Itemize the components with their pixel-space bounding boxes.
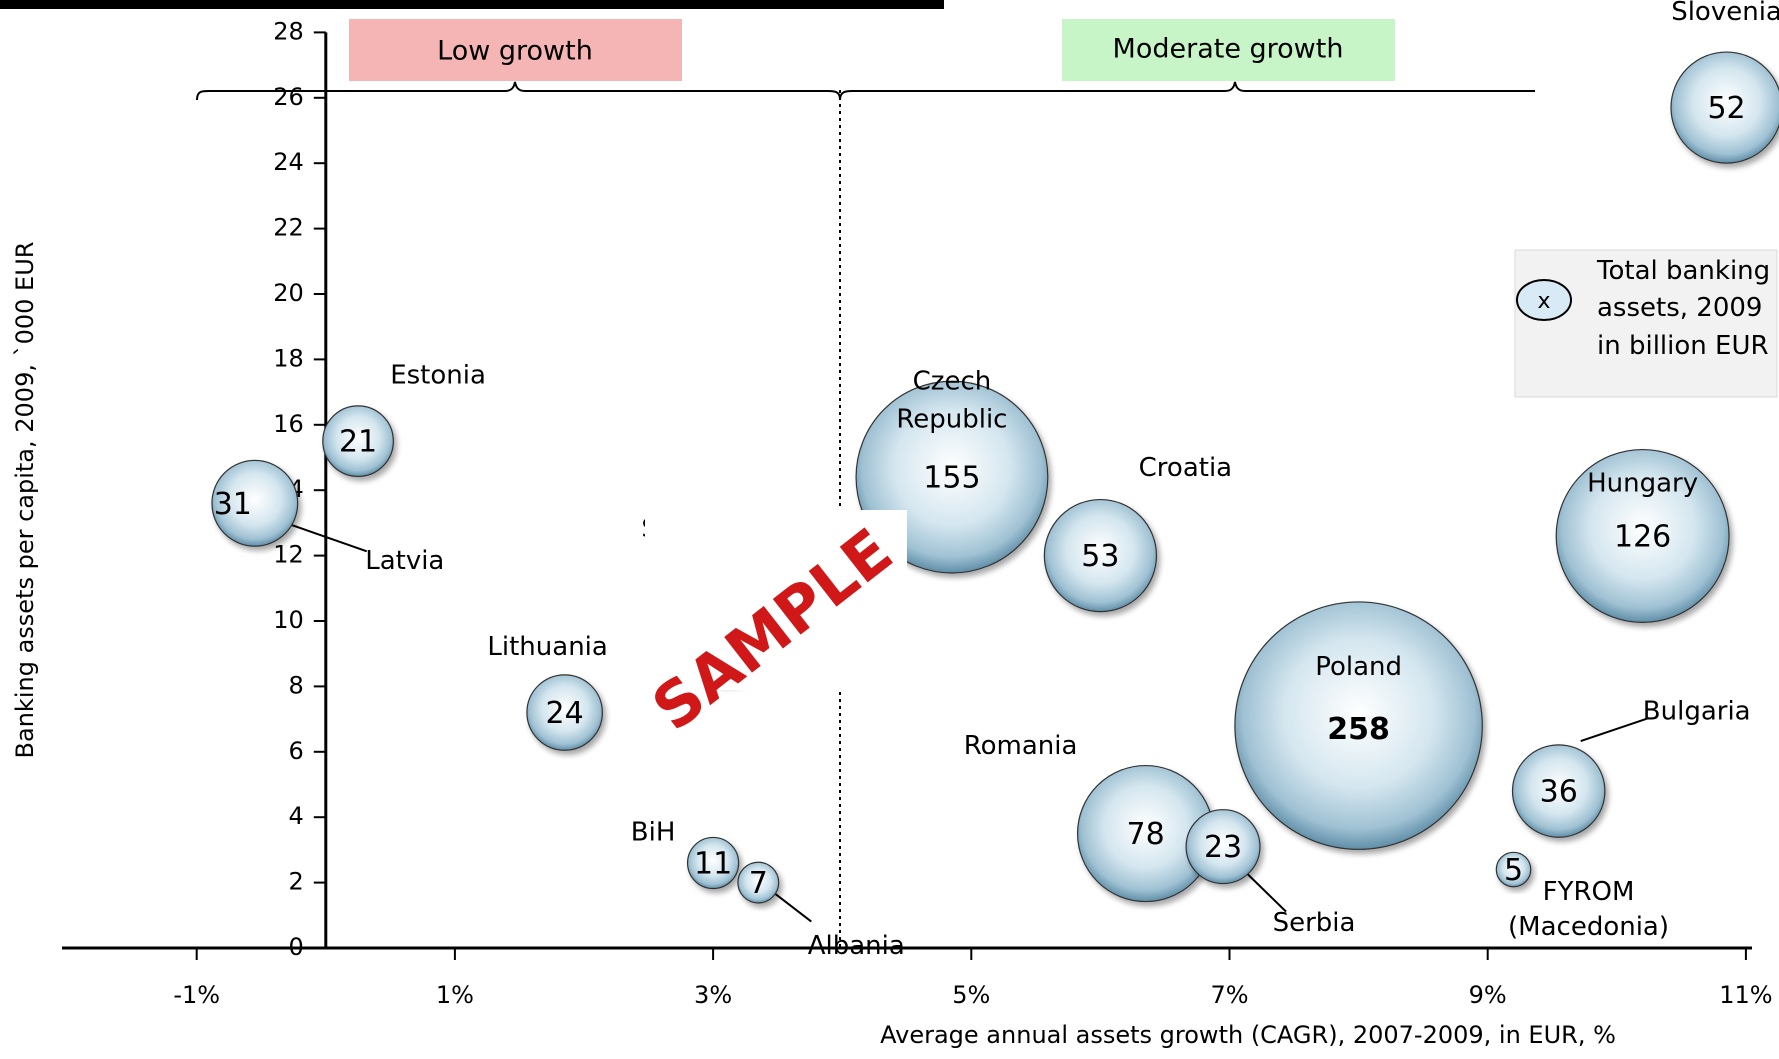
x-tick-label: 9% [1469, 981, 1507, 1009]
bubble-label-czech-republic: Republic [896, 405, 1007, 435]
bubble-fyrom-macedonia [1495, 851, 1532, 888]
bubble-slovenia [1670, 51, 1779, 164]
legend-symbol: x [1537, 289, 1550, 314]
axes: -1%1%3%5%7%9%11%024681012141618202224262… [62, 17, 1773, 1009]
bubble-label-latvia: Latvia [365, 546, 444, 576]
bubble-label-hungary: Hungary [1587, 468, 1698, 498]
bubble-label-croatia: Croatia [1139, 453, 1232, 483]
y-tick-label: 16 [273, 410, 304, 438]
x-tick-label: -1% [173, 981, 220, 1009]
brace-low-growth [196, 81, 841, 101]
y-tick-label: 12 [273, 541, 304, 569]
y-tick-label: 22 [273, 214, 304, 242]
y-tick-label: 4 [289, 802, 304, 830]
leader-lines [286, 522, 1650, 923]
x-tick-label: 1% [436, 981, 474, 1009]
bubble-value-estonia: 21 [339, 425, 377, 460]
bubble-value-fyrom-macedonia: 5 [1504, 853, 1523, 888]
bubble-value-serbia: 23 [1204, 830, 1242, 865]
bubble-hungary [1555, 448, 1730, 624]
bubble-value-lithuania: 24 [546, 696, 584, 731]
leader-latvia [286, 522, 368, 553]
bubble-label-albania: Albania [808, 931, 905, 961]
top-rule [0, 0, 944, 9]
y-tick-label: 28 [273, 17, 304, 45]
bubble-croatia [1043, 498, 1158, 613]
x-axis-title: Average annual assets growth (CAGR), 200… [880, 1021, 1616, 1049]
x-tick-label: 3% [694, 981, 732, 1009]
y-tick-label: 24 [273, 148, 304, 176]
bubble-value-slovenia: 52 [1707, 91, 1745, 126]
y-tick-label: 0 [289, 933, 304, 961]
bubble-bih [686, 836, 740, 890]
legend-box [1514, 249, 1778, 398]
bubble-value-poland: 258 [1327, 712, 1390, 747]
bubble-value-croatia: 53 [1081, 539, 1119, 574]
legend-text-line2: assets, 2009 [1597, 293, 1762, 323]
y-tick-label: 6 [289, 737, 304, 765]
bubble-label-lithuania: Lithuania [487, 632, 607, 662]
band-label-low-growth: Low growth [437, 36, 593, 67]
x-tick-label: 7% [1210, 981, 1248, 1009]
bubble-value-albania: 7 [749, 866, 768, 901]
y-tick-label: 20 [273, 279, 304, 307]
bubble-value-czech-republic: 155 [923, 461, 980, 496]
y-axis-title: Banking assets per capita, 2009, `000 EU… [11, 242, 39, 759]
bubble-value-bulgaria: 36 [1540, 775, 1578, 810]
y-tick-label: 10 [273, 606, 304, 634]
bubble-serbia [1185, 809, 1261, 885]
bubble-label-fyrom-macedonia: FYROM [1543, 877, 1635, 907]
bubble-label-bih: BiH [631, 817, 676, 847]
bubble-lithuania [526, 674, 603, 751]
bubble-label-serbia: Serbia [1273, 908, 1356, 938]
y-tick-label: 18 [273, 344, 304, 372]
x-tick-label: 5% [952, 981, 990, 1009]
legend-text-line3: in billion EUR [1597, 331, 1769, 361]
leader-bulgaria [1580, 717, 1650, 742]
bubble-value-latvia: 31 [214, 487, 252, 522]
brace-moderate-growth [839, 81, 1535, 101]
band-label-moderate-growth: Moderate growth [1113, 34, 1344, 65]
band-moderate-growth [1062, 19, 1395, 81]
legend-text-line1: Total banking [1596, 256, 1770, 286]
bubble-latvia [211, 459, 299, 547]
bubble-albania [737, 861, 780, 904]
bubble-label-estonia: Estonia [390, 361, 486, 391]
bubble-label-czech-republic: Czech [913, 367, 992, 397]
y-tick-label: 26 [273, 83, 304, 111]
watermark-backdrop [645, 510, 907, 690]
legend-bubble [1516, 279, 1572, 321]
band-low-growth [349, 19, 682, 81]
bubble-bulgaria [1511, 744, 1606, 838]
x-tick-label: 11% [1719, 981, 1772, 1009]
bubbles: 52Slovenia21Estonia31Latvia155CzechRepub… [211, 0, 1779, 961]
bubble-label-poland: Poland [1315, 652, 1402, 682]
bubble-estonia [322, 405, 394, 478]
bubble-label-fyrom-macedonia: (Macedonia) [1508, 912, 1669, 942]
y-tick-label: 8 [289, 671, 304, 699]
bubble-label-slovenia: Slovenia [1671, 0, 1779, 27]
leader-serbia [1244, 870, 1287, 913]
bubble-poland [1234, 601, 1483, 850]
bubble-label-bulgaria: Bulgaria [1643, 697, 1751, 727]
bubble-label-romania: Romania [964, 731, 1078, 761]
y-tick-label: 2 [289, 868, 304, 896]
bubble-value-hungary: 126 [1614, 519, 1671, 554]
leader-albania [771, 890, 812, 923]
bubble-value-bih: 11 [694, 846, 732, 881]
bubble-value-romania: 78 [1126, 817, 1164, 852]
